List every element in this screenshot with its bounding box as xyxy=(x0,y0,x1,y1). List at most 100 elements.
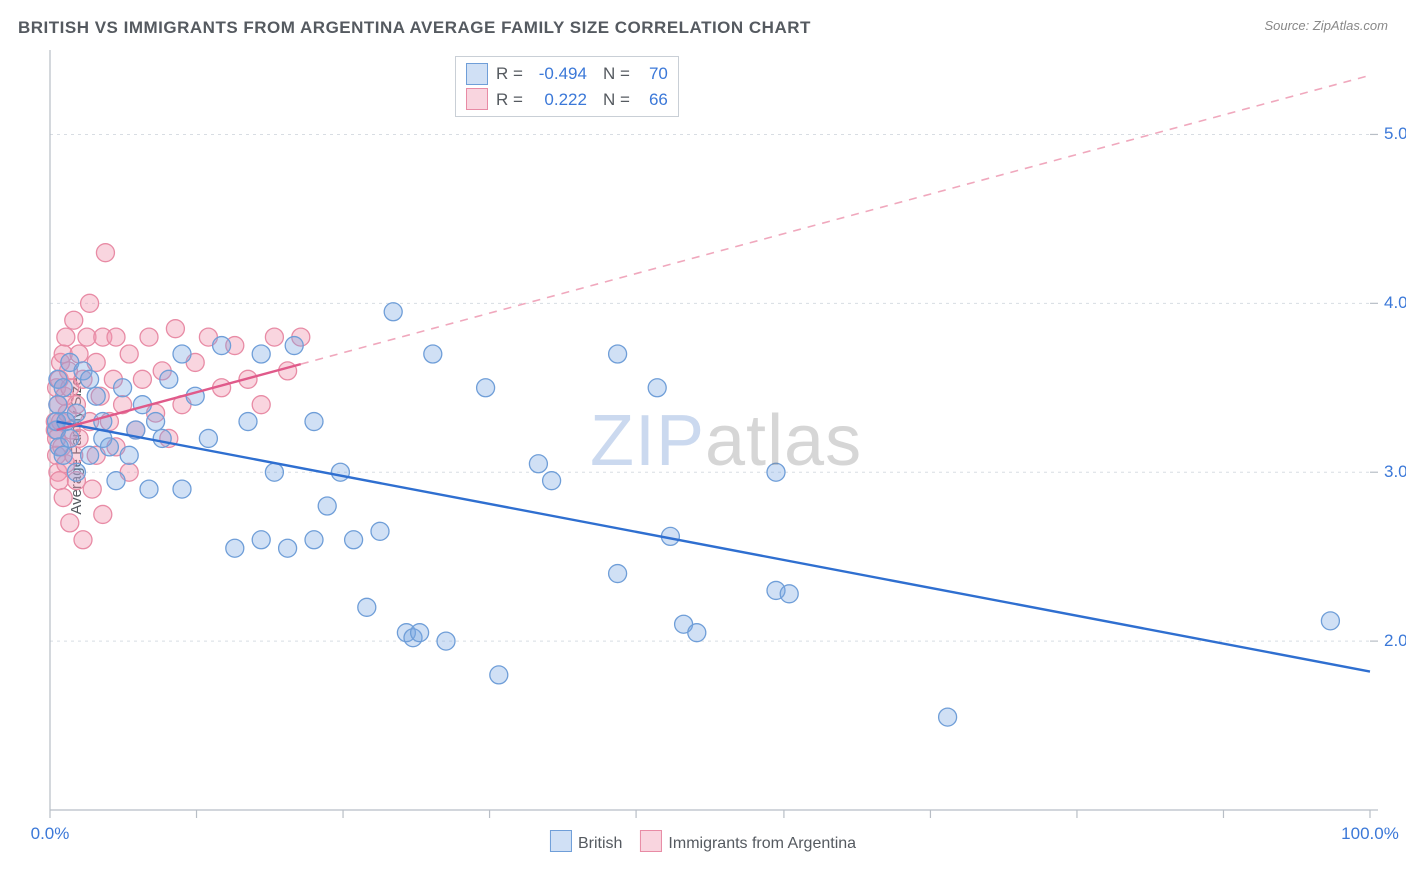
chart-header: BRITISH VS IMMIGRANTS FROM ARGENTINA AVE… xyxy=(18,18,1388,38)
source-prefix: Source: xyxy=(1264,18,1312,33)
british-point xyxy=(265,463,283,481)
british-point xyxy=(54,379,72,397)
series-legend: British Immigrants from Argentina xyxy=(550,830,856,853)
y-tick-label: 4.00 xyxy=(1384,293,1406,313)
british-point xyxy=(424,345,442,363)
legend-item: British xyxy=(550,830,622,853)
legend-n-value: 70 xyxy=(638,61,668,87)
argentina-point xyxy=(166,320,184,338)
british-point xyxy=(173,345,191,363)
legend-row: R = 0.222 N = 66 xyxy=(466,87,668,113)
british-point xyxy=(114,379,132,397)
british-point xyxy=(285,337,303,355)
british-point xyxy=(81,370,99,388)
y-tick-label: 3.00 xyxy=(1384,462,1406,482)
british-point xyxy=(252,345,270,363)
british-point xyxy=(648,379,666,397)
british-point xyxy=(199,429,217,447)
british-point xyxy=(140,480,158,498)
legend-n-label: N = xyxy=(603,61,630,87)
argentina-point xyxy=(252,396,270,414)
british-point xyxy=(81,446,99,464)
british-point xyxy=(305,413,323,431)
british-point xyxy=(54,446,72,464)
x-tick-label: 100.0% xyxy=(1341,824,1399,844)
argentina-point xyxy=(120,345,138,363)
british-point xyxy=(780,585,798,603)
argentina-point xyxy=(133,370,151,388)
british-point xyxy=(384,303,402,321)
correlation-legend: R =-0.494N =70R =0.222N =66 xyxy=(455,56,679,117)
legend-swatch xyxy=(466,63,488,85)
british-point xyxy=(609,345,627,363)
chart-source: Source: ZipAtlas.com xyxy=(1264,18,1388,33)
british-point xyxy=(226,539,244,557)
british-point xyxy=(371,522,389,540)
legend-r-value: 0.222 xyxy=(531,87,587,113)
argentina-point xyxy=(107,328,125,346)
british-point xyxy=(153,429,171,447)
legend-swatch xyxy=(466,88,488,110)
legend-n-value: 66 xyxy=(638,87,668,113)
scatter-plot xyxy=(50,50,1370,810)
british-point xyxy=(477,379,495,397)
british-point xyxy=(305,531,323,549)
british-point xyxy=(609,565,627,583)
argentina-trend-extrapolation xyxy=(301,75,1370,364)
argentina-point xyxy=(50,472,68,490)
british-point xyxy=(173,480,191,498)
british-point xyxy=(61,429,79,447)
argentina-point xyxy=(279,362,297,380)
british-point xyxy=(67,463,85,481)
legend-swatch xyxy=(640,830,662,852)
british-point xyxy=(1321,612,1339,630)
argentina-point xyxy=(81,294,99,312)
british-point xyxy=(252,531,270,549)
legend-n-label: N = xyxy=(603,87,630,113)
british-point xyxy=(490,666,508,684)
chart-title: BRITISH VS IMMIGRANTS FROM ARGENTINA AVE… xyxy=(18,18,811,38)
british-point xyxy=(160,370,178,388)
british-point xyxy=(107,472,125,490)
british-point xyxy=(767,463,785,481)
british-point xyxy=(147,413,165,431)
argentina-point xyxy=(265,328,283,346)
plot-svg xyxy=(50,50,1370,810)
legend-r-label: R = xyxy=(496,87,523,113)
argentina-point xyxy=(96,244,114,262)
british-point xyxy=(239,413,257,431)
british-point xyxy=(688,624,706,642)
legend-swatch xyxy=(550,830,572,852)
british-point xyxy=(529,455,547,473)
argentina-point xyxy=(140,328,158,346)
british-point xyxy=(543,472,561,490)
y-tick-label: 5.00 xyxy=(1384,124,1406,144)
legend-row: R =-0.494N =70 xyxy=(466,61,668,87)
british-trend-line xyxy=(57,422,1370,672)
legend-item: Immigrants from Argentina xyxy=(640,830,856,853)
british-point xyxy=(939,708,957,726)
legend-r-label: R = xyxy=(496,61,523,87)
british-point xyxy=(345,531,363,549)
british-point xyxy=(67,404,85,422)
argentina-point xyxy=(61,514,79,532)
argentina-point xyxy=(94,505,112,523)
argentina-point xyxy=(54,489,72,507)
argentina-point xyxy=(74,531,92,549)
british-point xyxy=(279,539,297,557)
y-tick-label: 2.00 xyxy=(1384,631,1406,651)
legend-label: Immigrants from Argentina xyxy=(668,835,856,852)
british-point xyxy=(437,632,455,650)
british-point xyxy=(411,624,429,642)
british-point xyxy=(49,396,67,414)
british-point xyxy=(331,463,349,481)
source-name: ZipAtlas.com xyxy=(1313,18,1388,33)
british-point xyxy=(87,387,105,405)
argentina-point xyxy=(65,311,83,329)
british-point xyxy=(120,446,138,464)
british-point xyxy=(318,497,336,515)
argentina-point xyxy=(57,328,75,346)
legend-label: British xyxy=(578,835,622,852)
british-point xyxy=(100,438,118,456)
british-point xyxy=(213,337,231,355)
